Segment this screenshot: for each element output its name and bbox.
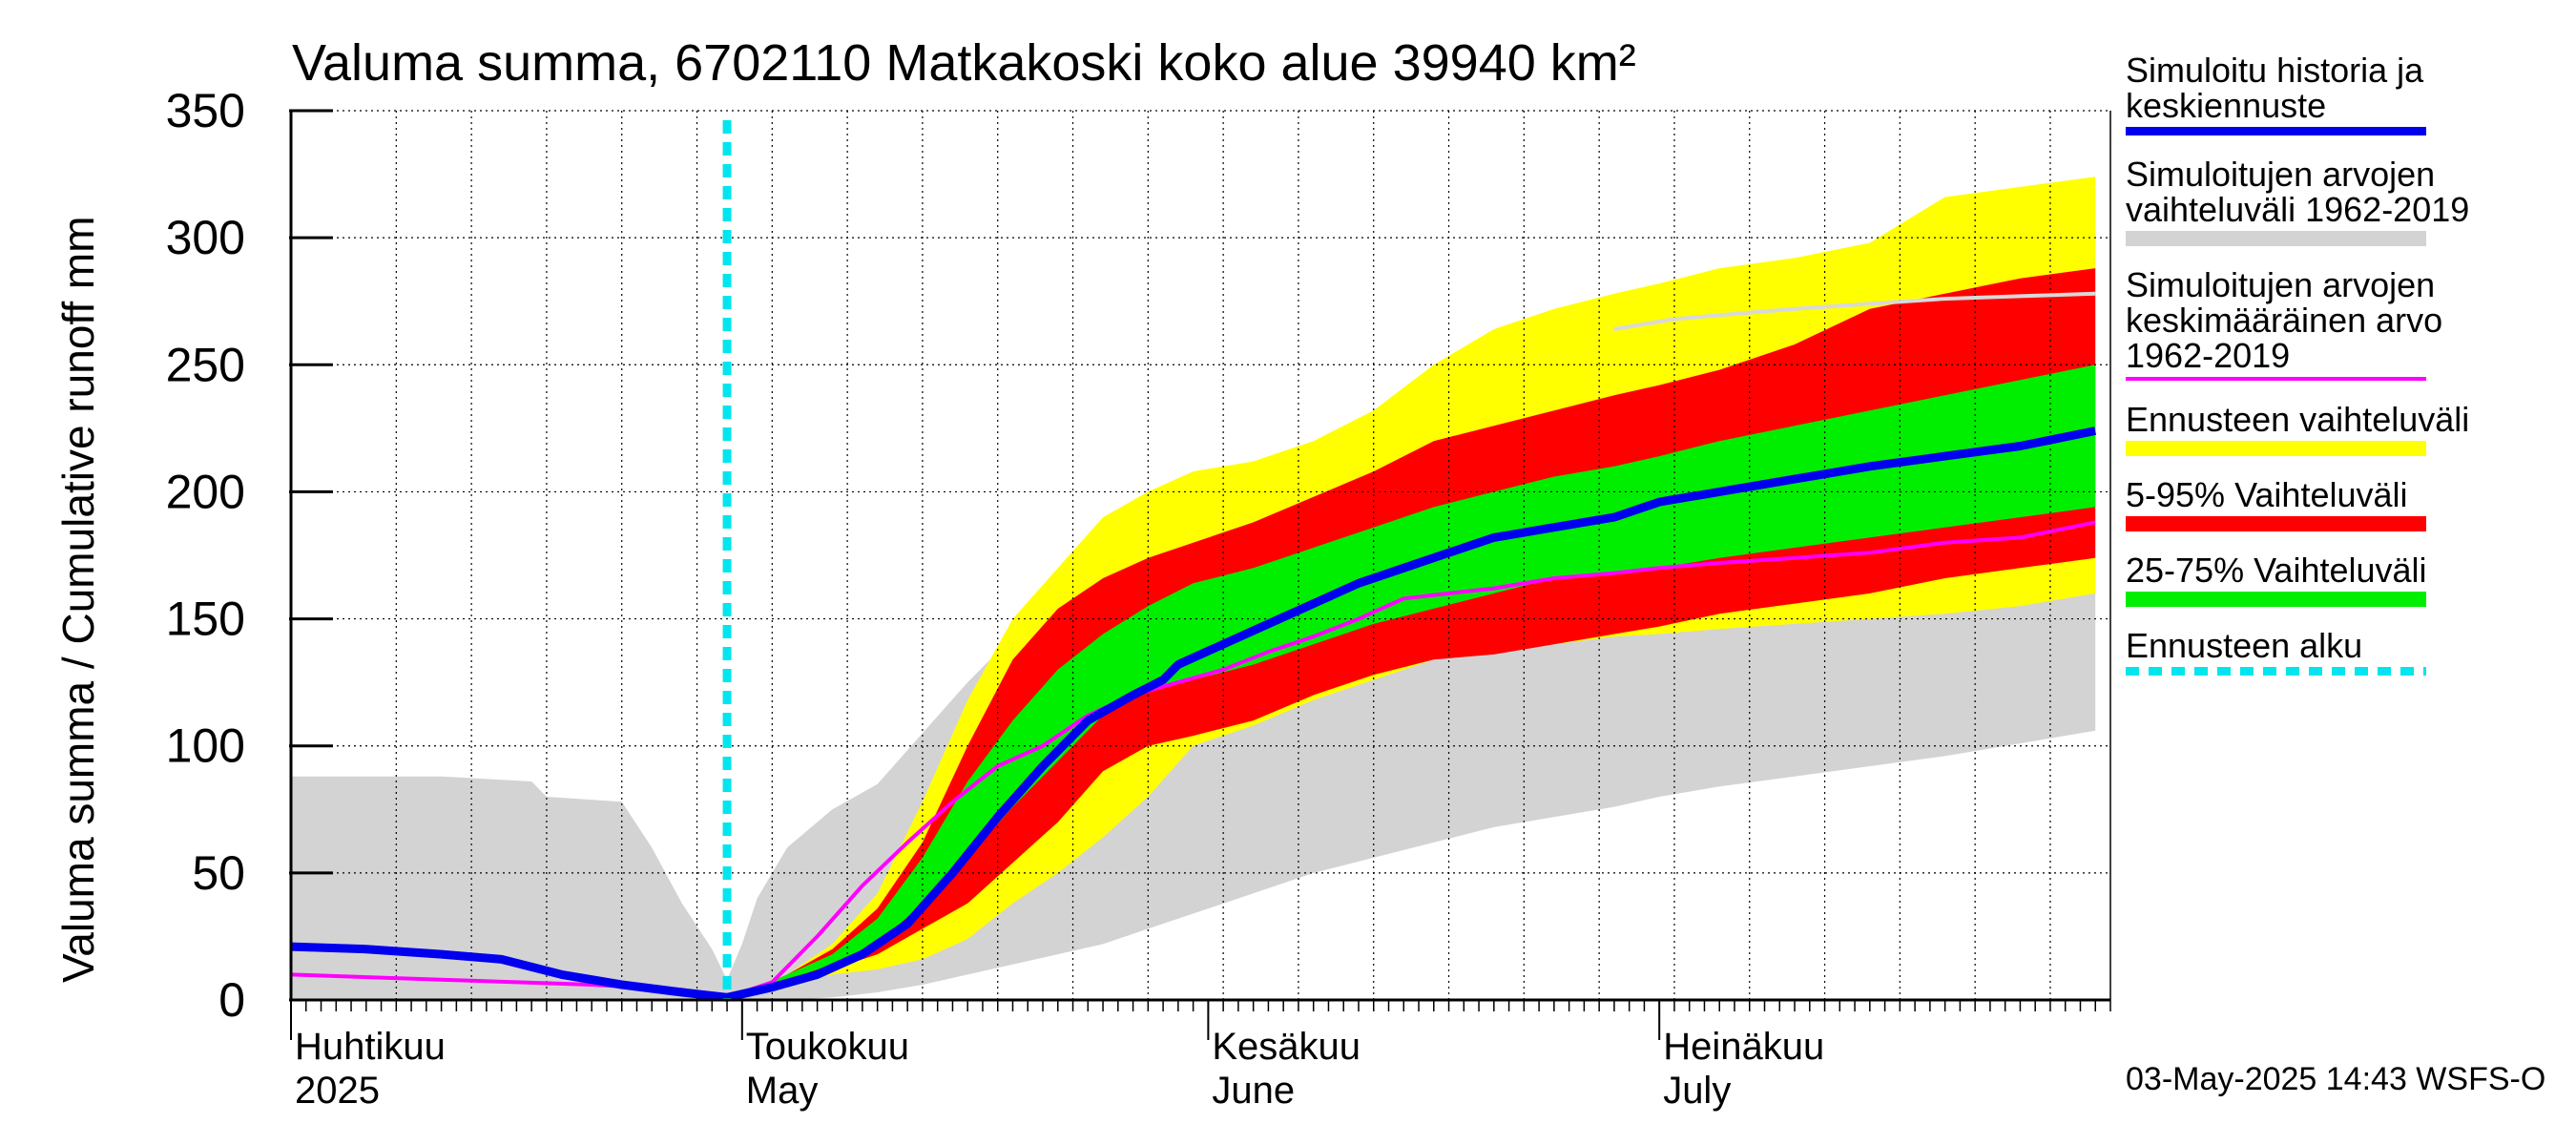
y-tick-label: 0 bbox=[218, 973, 245, 1027]
legend-swatch bbox=[2126, 231, 2426, 246]
legend-swatch bbox=[2126, 667, 2426, 676]
legend-swatch bbox=[2126, 592, 2426, 607]
legend-label: Ennusteen alku bbox=[2126, 626, 2363, 665]
month-label-fi: Huhtikuu bbox=[295, 1026, 446, 1068]
legend-item: Ennusteen vaihteluväli bbox=[2126, 402, 2565, 456]
y-tick-label: 300 bbox=[166, 211, 245, 264]
legend-label: 5-95% Vaihteluväli bbox=[2126, 475, 2408, 514]
legend-label: Ennusteen vaihteluväli bbox=[2126, 400, 2470, 439]
legend-item: 5-95% Vaihteluväli bbox=[2126, 477, 2565, 531]
chart-title: Valuma summa, 6702110 Matkakoski koko al… bbox=[292, 34, 1636, 92]
bands-layer bbox=[291, 177, 2096, 1001]
legend-item: Simuloitujen arvojen keskimääräinen arvo… bbox=[2126, 267, 2565, 381]
band-3 bbox=[727, 364, 2096, 1000]
legend-swatch bbox=[2126, 377, 2426, 381]
month-label-en: May bbox=[746, 1070, 819, 1112]
series-line-0 bbox=[290, 520, 2096, 1000]
y-tick-label: 350 bbox=[166, 84, 245, 137]
y-tick-label: 100 bbox=[166, 719, 245, 773]
y-tick-label: 200 bbox=[166, 465, 245, 518]
y-tick-label: 250 bbox=[166, 338, 245, 391]
month-label-fi: Toukokuu bbox=[746, 1026, 909, 1068]
legend-label: 25-75% Vaihteluväli bbox=[2126, 551, 2427, 590]
legend-swatch bbox=[2126, 127, 2426, 135]
month-label-fi: Heinäkuu bbox=[1663, 1026, 1824, 1068]
y-tick-label: 50 bbox=[192, 846, 245, 900]
legend-label: Simuloitu historia ja keskiennuste bbox=[2126, 51, 2424, 125]
legend-item: 25-75% Vaihteluväli bbox=[2126, 552, 2565, 607]
legend-item: Simuloitujen arvojen vaihteluväli 1962-2… bbox=[2126, 156, 2565, 246]
legend-item: Simuloitu historia ja keskiennuste bbox=[2126, 52, 2565, 135]
legend-swatch bbox=[2126, 516, 2426, 531]
series-line-2 bbox=[1613, 291, 2096, 331]
month-label-fi: Kesäkuu bbox=[1212, 1026, 1361, 1068]
legend-item: Ennusteen alku bbox=[2126, 628, 2565, 676]
timestamp: 03-May-2025 14:43 WSFS-O bbox=[2126, 1061, 2546, 1097]
legend: Simuloitu historia ja keskiennuste Simulo… bbox=[2126, 52, 2565, 697]
y-tick-label: 150 bbox=[166, 593, 245, 646]
legend-label: Simuloitujen arvojen keskimääräinen arvo… bbox=[2126, 265, 2443, 375]
month-label-en: July bbox=[1663, 1070, 1731, 1112]
month-label-en: June bbox=[1212, 1070, 1295, 1112]
legend-label: Simuloitujen arvojen vaihteluväli 1962-2… bbox=[2126, 155, 2470, 229]
month-label-en: 2025 bbox=[295, 1070, 380, 1112]
lines-layer bbox=[290, 120, 2097, 1002]
legend-swatch bbox=[2126, 441, 2426, 456]
series-line-1 bbox=[290, 427, 2097, 1002]
y-axis-label: Valuma summa / Cumulative runoff mm bbox=[53, 216, 103, 983]
